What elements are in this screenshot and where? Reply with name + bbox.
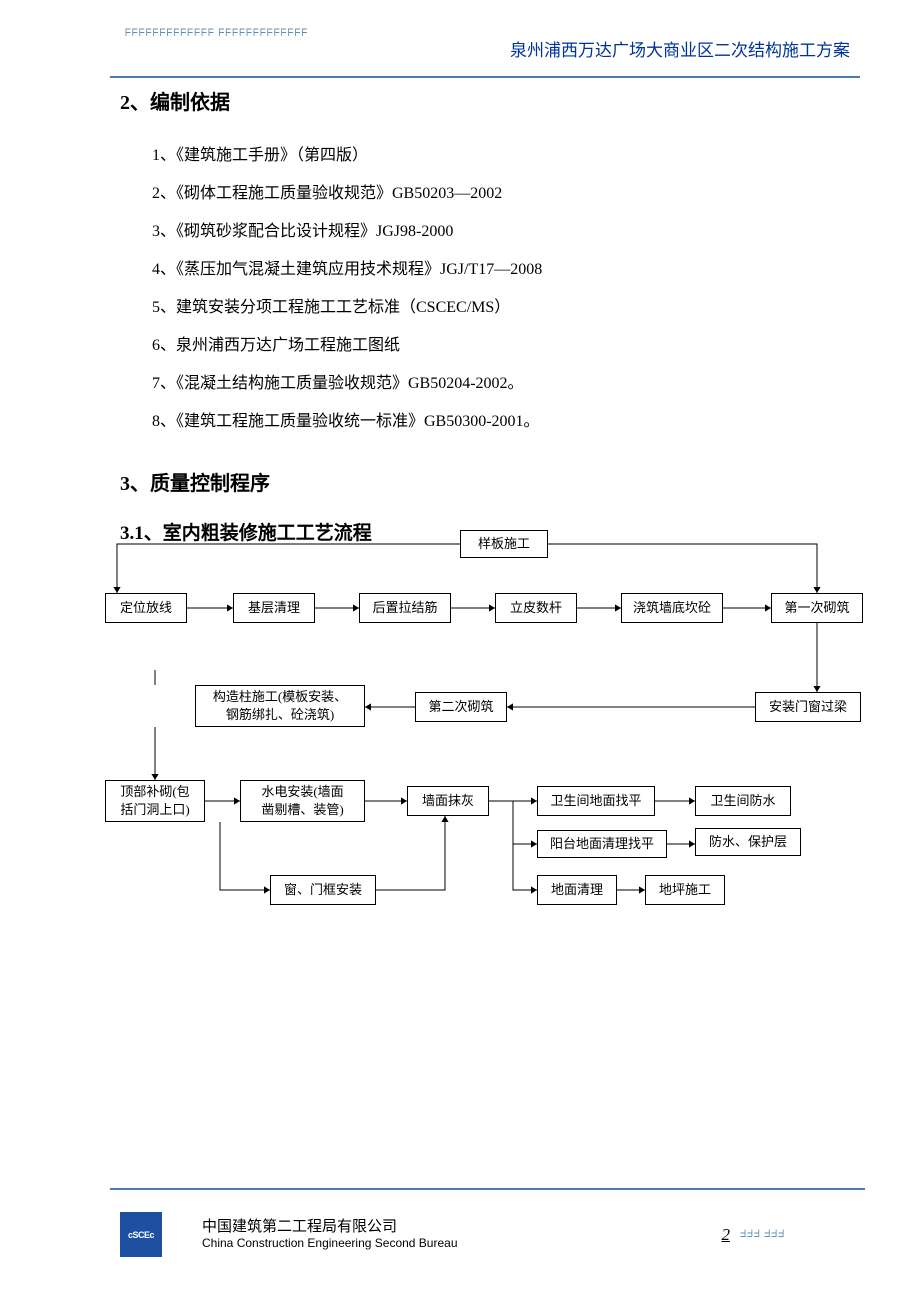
flow-node-n4: 立皮数杆 — [495, 593, 577, 623]
flow-node-n14: 卫生间防水 — [695, 786, 791, 816]
list-item: 1、《建筑施工手册》（第四版） — [152, 137, 865, 175]
page-number-wrap: 2 ᖵᖵᖵ ᖵᖵᖵ — [721, 1225, 785, 1245]
flow-node-n6: 第一次砌筑 — [771, 593, 863, 623]
flow-node-n1: 定位放线 — [105, 593, 187, 623]
basis-list: 1、《建筑施工手册》（第四版） 2、《砌体工程施工质量验收规范》GB50203—… — [152, 137, 865, 441]
list-item: 5、建筑安装分项工程施工工艺标准（CSCEC/MS） — [152, 289, 865, 327]
flow-node-n0: 样板施工 — [460, 530, 548, 558]
flow-node-n18: 地面清理 — [537, 875, 617, 905]
flow-node-n11: 水电安装(墙面 凿剔槽、装管) — [240, 780, 365, 822]
list-item: 7、《混凝土结构施工质量验收规范》GB50204-2002。 — [152, 365, 865, 403]
flow-node-n9: 安装门窗过梁 — [755, 692, 861, 722]
list-item: 6、泉州浦西万达广场工程施工图纸 — [152, 327, 865, 365]
flow-node-n8: 第二次砌筑 — [415, 692, 507, 722]
flowchart-edges — [105, 530, 880, 960]
footer-rule — [110, 1188, 865, 1190]
section3-heading: 3、质量控制程序 — [120, 467, 865, 496]
company-logo: cSCEc — [120, 1212, 162, 1257]
flow-node-n13: 卫生间地面找平 — [537, 786, 655, 816]
flow-node-n12: 墙面抹灰 — [407, 786, 489, 816]
flow-node-n10: 顶部补砌(包 括门洞上口) — [105, 780, 205, 822]
flow-node-n15: 阳台地面清理找平 — [537, 830, 667, 858]
flow-node-n19: 地坪施工 — [645, 875, 725, 905]
list-item: 4、《蒸压加气混凝土建筑应用技术规程》JGJ/T17—2008 — [152, 251, 865, 289]
flow-node-n16: 防水、保护层 — [695, 828, 801, 856]
flow-node-n17: 窗、门框安装 — [270, 875, 376, 905]
flow-node-n5: 浇筑墙底坎砼 — [621, 593, 723, 623]
flow-node-n2: 基层清理 — [233, 593, 315, 623]
page-header: ᖴᖴᖴᖴᖴᖴᖴᖴᖴᖴᖴᖴᖴ ᖴᖴᖴᖴᖴᖴᖴᖴᖴᖴᖴᖴᖴ 泉州浦西万达广场大商业区… — [110, 28, 880, 78]
list-item: 2、《砌体工程施工质量验收规范》GB50203—2002 — [152, 175, 865, 213]
page-footer: cSCEc 中国建筑第二工程局有限公司 China Construction E… — [120, 1207, 865, 1262]
footer-hatch-decoration: ᖵᖵᖵ ᖵᖵᖵ — [740, 1230, 785, 1240]
header-rule — [110, 76, 860, 78]
list-item: 8、《建筑工程施工质量验收统一标准》GB50300-2001。 — [152, 403, 865, 441]
list-item: 3、《砌筑砂浆配合比设计规程》JGJ98-2000 — [152, 213, 865, 251]
footer-company-cn: 中国建筑第二工程局有限公司 — [202, 1218, 458, 1236]
flow-node-n7: 构造柱施工(模板安装、 钢筋绑扎、砼浇筑) — [195, 685, 365, 727]
process-flowchart: 样板施工定位放线 基层清理 后置拉结筋 立皮数杆 浇筑墙底坎砼 第一次砌筑构造柱施工(模板… — [105, 530, 880, 960]
footer-company-en: China Construction Engineering Second Bu… — [202, 1236, 458, 1250]
footer-text: 中国建筑第二工程局有限公司 China Construction Enginee… — [202, 1218, 458, 1250]
header-title: 泉州浦西万达广场大商业区二次结构施工方案 — [510, 36, 850, 61]
header-hatch-decoration: ᖴᖴᖴᖴᖴᖴᖴᖴᖴᖴᖴᖴᖴ ᖴᖴᖴᖴᖴᖴᖴᖴᖴᖴᖴᖴᖴ — [125, 28, 308, 39]
content: 2、编制依据 1、《建筑施工手册》（第四版） 2、《砌体工程施工质量验收规范》G… — [120, 86, 865, 569]
section2-heading: 2、编制依据 — [120, 86, 865, 115]
flow-node-n3: 后置拉结筋 — [359, 593, 451, 623]
page-number: 2 — [721, 1225, 730, 1245]
